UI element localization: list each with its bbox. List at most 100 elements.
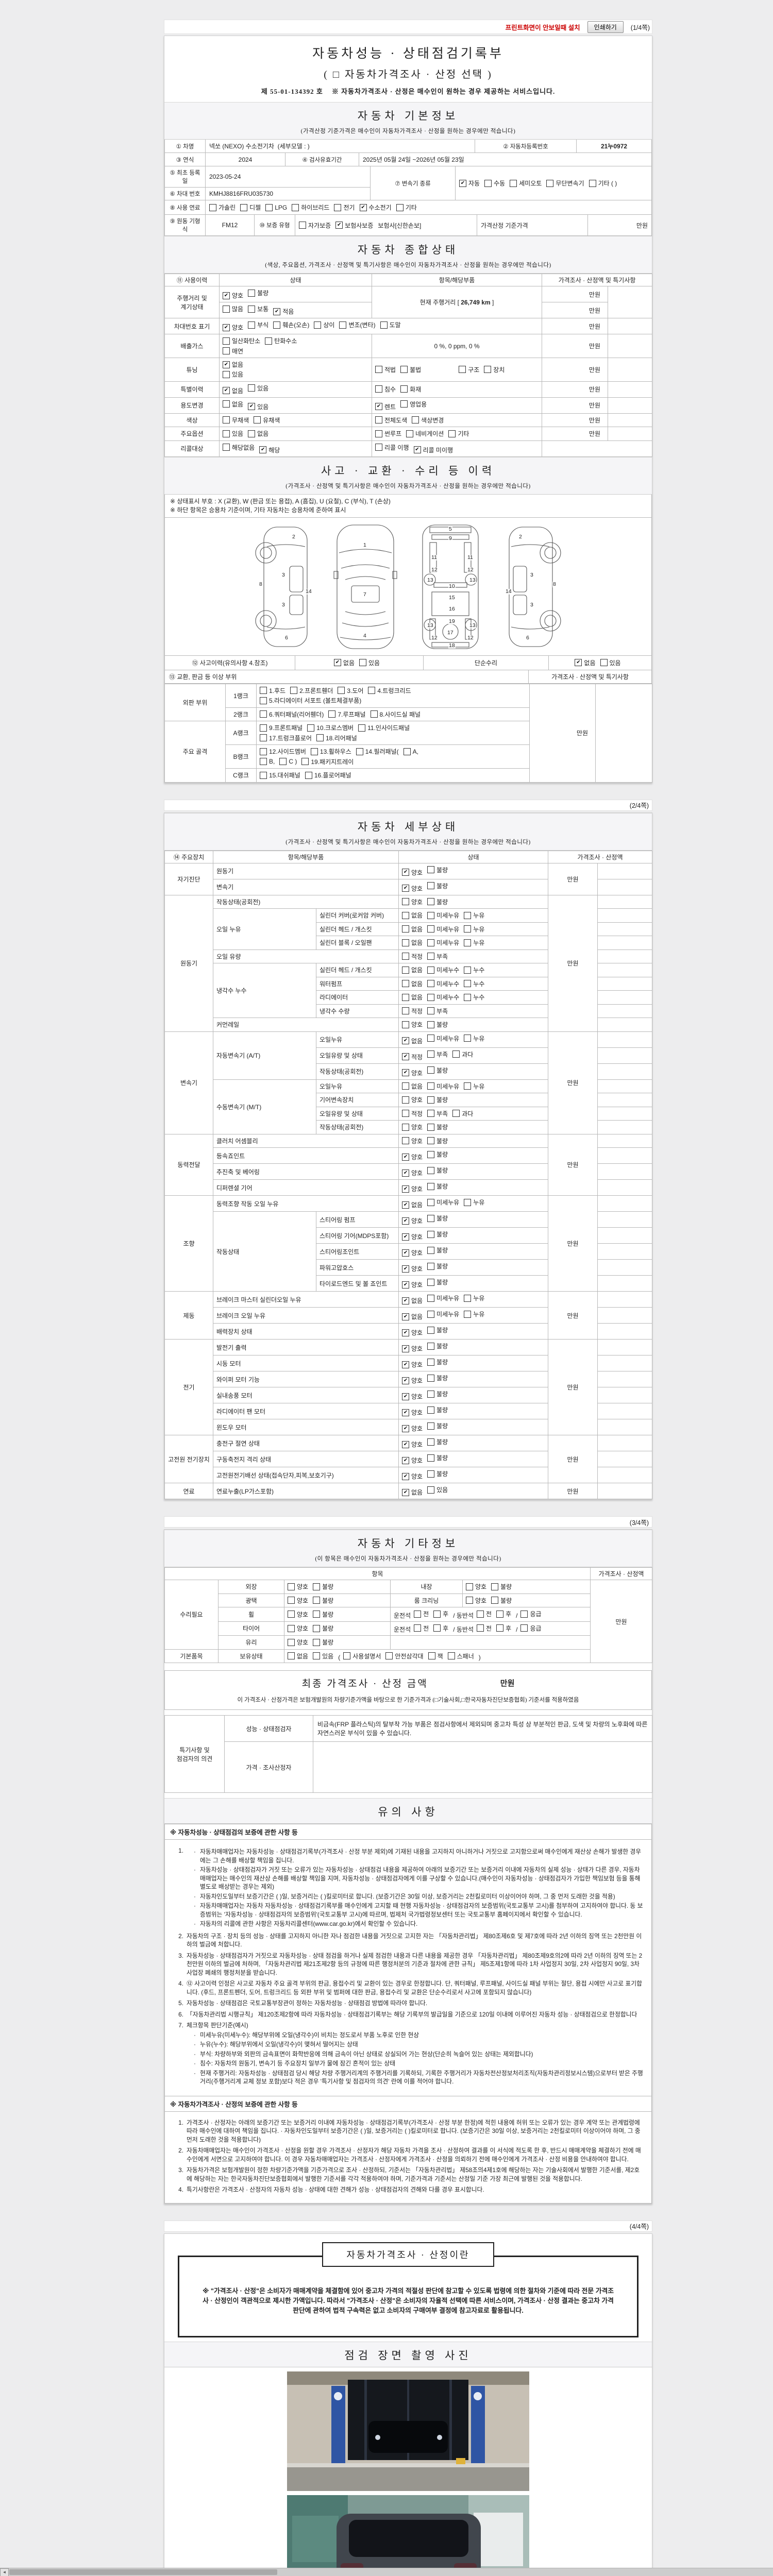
checkbox-양호[interactable]: ✔ 양호 [402, 1328, 423, 1337]
checkbox-양호[interactable]: 양호 [288, 1624, 308, 1633]
checkbox-양호[interactable]: 양호 [288, 1582, 308, 1591]
checkbox-양호[interactable]: 양호 [402, 1095, 423, 1104]
checkbox-양호[interactable]: ✔ 양호 [223, 291, 243, 300]
checkbox-없음[interactable]: ✔ 없음 [333, 658, 355, 667]
checkbox-없음[interactable]: 없음 [288, 1652, 308, 1660]
checkbox-없음[interactable]: 없음 [402, 938, 423, 947]
checkbox-불량[interactable]: 불량 [248, 289, 268, 297]
checkbox-과다[interactable]: 과다 [452, 1109, 473, 1118]
checkbox-양호[interactable]: ✔ 양호 [402, 1069, 423, 1077]
checkbox-불량[interactable]: 불량 [427, 866, 448, 874]
checkbox-있음[interactable]: 있음 [223, 370, 243, 379]
checkbox-양호[interactable]: ✔ 양호 [402, 1472, 423, 1481]
checkbox-썬루프[interactable]: 썬루프 [375, 429, 401, 438]
checkbox-불량[interactable]: 불량 [427, 1469, 448, 1478]
checkbox-있음[interactable]: 있음 [359, 658, 380, 667]
checkbox-기타[interactable]: 기타 [396, 203, 417, 212]
checkbox-양호[interactable]: 양호 [402, 1123, 423, 1131]
checkbox-누유[interactable]: 누유 [464, 938, 484, 947]
checkbox-미세누유[interactable]: 미세누유 [427, 1198, 459, 1207]
checkbox-있음[interactable]: 있음 [313, 1652, 333, 1660]
checkbox-양호[interactable]: ✔ 양호 [402, 884, 423, 893]
checkbox-양호[interactable]: ✔ 양호 [402, 1168, 423, 1177]
checkbox-후[interactable]: 후 [433, 1609, 448, 1618]
checkbox-누유[interactable]: 누유 [464, 1198, 484, 1207]
checkbox-미세누수[interactable]: 미세누수 [427, 979, 459, 988]
checkbox-침수[interactable]: 침수 [375, 385, 396, 394]
checkbox-부족[interactable]: 부족 [427, 1109, 448, 1118]
checkbox-6.쿼터패널(리어휀더)[interactable]: 6.쿼터패널(리어휀더) [260, 710, 324, 719]
checkbox-색상변경[interactable]: 색상변경 [412, 416, 444, 425]
checkbox-불량[interactable]: 불량 [427, 1405, 448, 1414]
checkbox-13.휠하우스[interactable]: 13.휠하우스 [310, 747, 351, 756]
checkbox-상이[interactable]: 상이 [314, 320, 334, 329]
checkbox-불량[interactable]: 불량 [313, 1610, 333, 1619]
checkbox-양호[interactable]: ✔ 양호 [402, 1248, 423, 1257]
checkbox-불량[interactable]: 불량 [427, 1342, 448, 1350]
checkbox-불량[interactable]: 불량 [427, 1421, 448, 1430]
checkbox-누유[interactable]: 누유 [464, 911, 484, 920]
checkbox-10.크로스멤버[interactable]: 10.크로스멤버 [307, 723, 354, 732]
checkbox-15.대쉬패널[interactable]: 15.대쉬패널 [260, 771, 300, 779]
checkbox-있음[interactable]: 있음 [600, 658, 621, 667]
checkbox-양호[interactable]: ✔ 양호 [402, 1232, 423, 1241]
checkbox-적정[interactable]: 적정 [402, 952, 423, 961]
checkbox-없음[interactable]: 없음 [402, 993, 423, 1002]
checkbox-14.필러패널([interactable]: 14.필러패널( [356, 747, 399, 756]
checkbox-불량[interactable]: 불량 [427, 897, 448, 906]
checkbox-11.인사이드패널[interactable]: 11.인사이드패널 [358, 723, 410, 732]
checkbox-있음[interactable]: 있음 [248, 384, 268, 393]
checkbox-양호[interactable]: 양호 [288, 1596, 308, 1605]
checkbox-양호[interactable]: 양호 [466, 1596, 486, 1605]
checkbox-불량[interactable]: 불량 [427, 1123, 448, 1131]
checkbox-구조[interactable]: 구조 [459, 365, 479, 374]
checkbox-후[interactable]: 후 [496, 1609, 511, 1618]
checkbox-가솔린[interactable]: 가솔린 [209, 203, 236, 212]
checkbox-불량[interactable]: 불량 [427, 1095, 448, 1104]
checkbox-기타[interactable]: 기타 [448, 429, 469, 438]
checkbox-리콜 미이행[interactable]: ✔ 리콜 미이행 [413, 446, 453, 454]
checkbox-과다[interactable]: 과다 [452, 1050, 473, 1059]
checkbox-보험사보증[interactable]: ✔ 보험사보증 [335, 221, 373, 230]
horizontal-scrollbar[interactable]: ◄ [0, 2568, 773, 2576]
checkbox-보통[interactable]: 보통 [248, 304, 268, 313]
checkbox-불량[interactable]: 불량 [427, 1358, 448, 1366]
checkbox-3.도어[interactable]: 3.도어 [338, 686, 363, 695]
checkbox-영업용[interactable]: 영업용 [400, 400, 427, 409]
checkbox-하이브리드[interactable]: 하이브리드 [292, 203, 329, 212]
checkbox-양호[interactable]: ✔ 양호 [402, 1184, 423, 1193]
checkbox-양호[interactable]: ✔ 양호 [402, 868, 423, 877]
checkbox-없음[interactable]: 없음 [248, 429, 268, 438]
checkbox-전기[interactable]: 전기 [334, 203, 355, 212]
checkbox-부족[interactable]: 부족 [427, 952, 448, 961]
checkbox-양호[interactable]: 양호 [466, 1582, 486, 1591]
checkbox-양호[interactable]: 양호 [288, 1610, 308, 1619]
checkbox-불량[interactable]: 불량 [427, 1262, 448, 1270]
checkbox-자가보증[interactable]: 자가보증 [299, 221, 331, 230]
checkbox-수동[interactable]: 수동 [484, 179, 505, 188]
checkbox-불량[interactable]: 불량 [427, 1453, 448, 1462]
checkbox-누유[interactable]: 누유 [464, 1294, 484, 1302]
checkbox-불량[interactable]: 불량 [427, 1137, 448, 1145]
checkbox-없음[interactable]: ✔ 없음 [402, 1312, 423, 1321]
checkbox-불량[interactable]: 불량 [427, 1374, 448, 1382]
checkbox-불법[interactable]: 불법 [400, 365, 421, 374]
checkbox-불량[interactable]: 불량 [427, 1182, 448, 1191]
checkbox-미세누유[interactable]: 미세누유 [427, 1034, 459, 1043]
checkbox-탄화수소[interactable]: 탄화수소 [265, 336, 297, 345]
checkbox-미세누유[interactable]: 미세누유 [427, 1082, 459, 1091]
checkbox-없음[interactable]: ✔ 없음 [402, 1488, 423, 1497]
checkbox-무채색[interactable]: 무채색 [223, 416, 249, 425]
checkbox-자동[interactable]: ✔ 자동 [459, 179, 480, 188]
checkbox-7.루프패널[interactable]: 7.루프패널 [328, 710, 366, 719]
checkbox-잭[interactable]: 잭 [428, 1652, 443, 1660]
checkbox-적정[interactable]: 적정 [402, 1007, 423, 1015]
checkbox-불량[interactable]: 불량 [491, 1596, 512, 1605]
checkbox-없음[interactable]: 없음 [402, 979, 423, 988]
checkbox-불량[interactable]: 불량 [427, 1214, 448, 1223]
checkbox-디젤[interactable]: 디젤 [240, 203, 261, 212]
checkbox-없음[interactable]: ✔ 없음 [223, 386, 243, 395]
checkbox-전[interactable]: 전 [414, 1624, 429, 1633]
checkbox-양호[interactable]: ✔ 양호 [402, 1153, 423, 1161]
checkbox-렌트[interactable]: ✔ 렌트 [375, 402, 396, 411]
